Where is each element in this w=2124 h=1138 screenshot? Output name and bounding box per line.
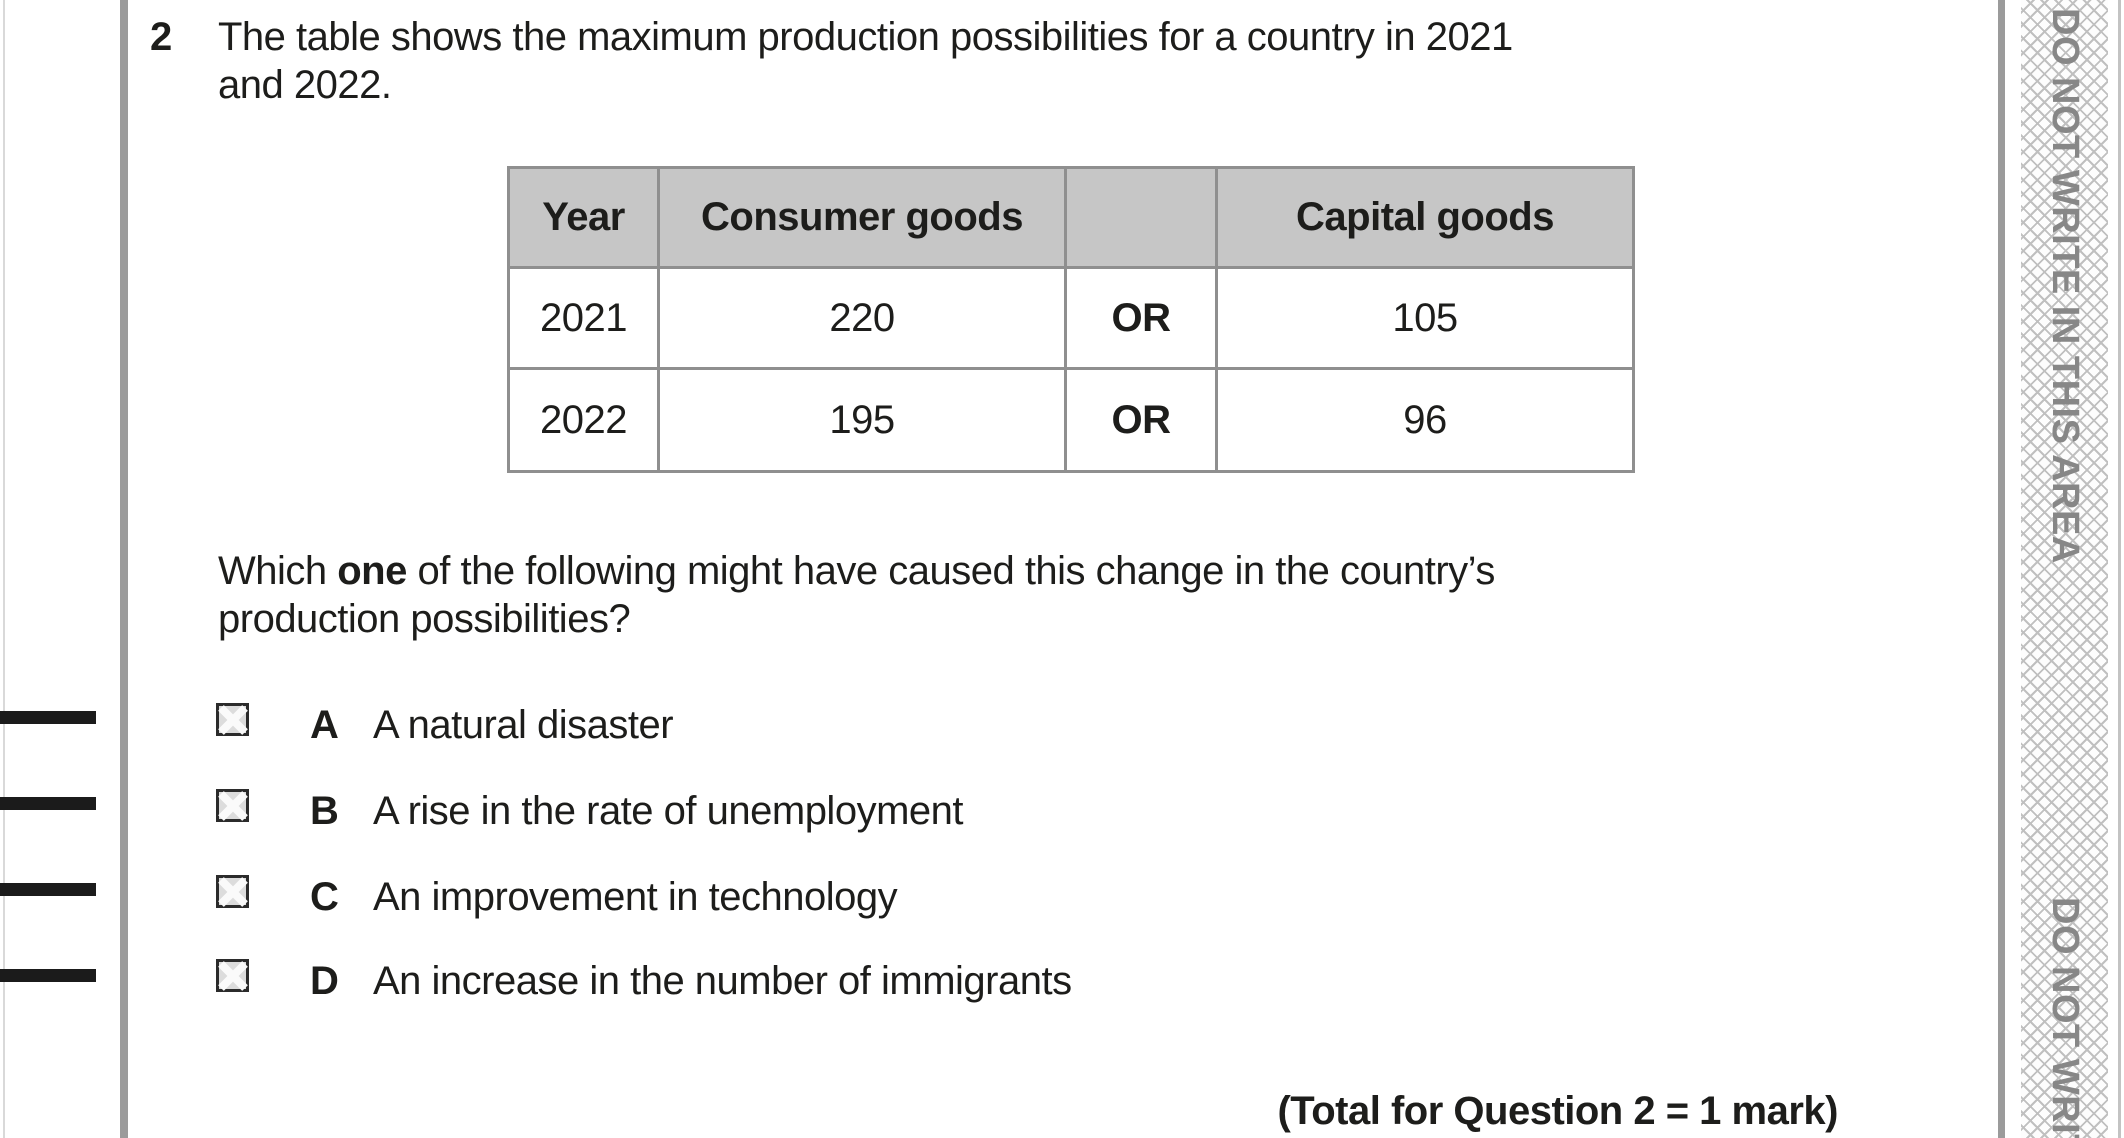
answer-checkbox-a[interactable] [216,703,249,736]
page-edge-line-right [2118,0,2121,1138]
option-text: An increase in the number of immigrants [373,959,1072,1003]
binding-bar [0,969,96,982]
x-mark-icon [217,960,248,991]
question-line1-rest: of the following might have caused this … [406,549,1495,593]
table-header-capital-goods: Capital goods [1215,166,1635,269]
option-row-d: D An increase in the number of immigrant… [0,959,1900,1007]
table-row: 2022 195 OR 96 [507,367,1635,473]
table-header-blank [1064,166,1218,269]
table-cell-year: 2022 [507,367,660,473]
page-edge-line-left [3,0,5,1138]
table-header-year: Year [507,166,660,269]
table-header-row: Year Consumer goods Capital goods [507,166,1635,269]
do-not-write-text-top: DO NOT WRITE IN THIS AREA [2044,8,2086,564]
answer-checkbox-b[interactable] [216,789,249,822]
production-possibilities-table: Year Consumer goods Capital goods 2021 2… [507,166,1635,473]
option-text: An improvement in technology [373,875,898,919]
question-number: 2 [150,15,172,59]
question-line-2: production possibilities? [218,597,631,641]
option-text: A natural disaster [373,703,674,747]
x-mark-icon [217,790,248,821]
table-cell-consumer: 195 [657,367,1067,473]
page-rule-right [1998,0,2005,1138]
answer-checkbox-d[interactable] [216,959,249,992]
table-header-consumer-goods: Consumer goods [657,166,1067,269]
question-intro: The table shows the maximum production p… [218,13,1513,109]
do-not-write-text-bottom: DO NOT WRITE IN THIS AREA [2043,897,2086,1138]
option-letter: D [310,959,339,1003]
option-row-b: B A rise in the rate of unemployment [0,789,1900,837]
option-letter: C [310,875,339,919]
option-row-c: C An improvement in technology [0,875,1900,923]
question-line1-bold: one [337,549,407,593]
x-mark-icon [217,876,248,907]
binding-bar [0,797,96,810]
table-cell-year: 2021 [507,266,660,370]
binding-bar [0,711,96,724]
table-cell-or: OR [1064,266,1218,370]
table-cell-capital: 105 [1215,266,1635,370]
intro-line-2: and 2022. [218,63,392,107]
question-line1-prefix: Which [218,549,338,593]
question-text: Which one of the following might have ca… [218,547,1495,643]
do-not-write-strip: DO NOT WRITE IN THIS AREA DO NOT WRITE I… [2021,0,2108,1138]
option-row-a: A A natural disaster [0,703,1900,751]
table-cell-or: OR [1064,367,1218,473]
x-mark-icon [217,704,248,735]
table-cell-capital: 96 [1215,367,1635,473]
total-marks-line: (Total for Question 2 = 1 mark) [1277,1089,1838,1133]
binding-bar [0,883,96,896]
option-text: A rise in the rate of unemployment [373,789,964,833]
option-letter: B [310,789,339,833]
page-rule-left [120,0,128,1138]
table-cell-consumer: 220 [657,266,1067,370]
table-row: 2021 220 OR 105 [507,266,1635,370]
question-line-1: Which one of the following might have ca… [218,547,1495,595]
intro-line-1: The table shows the maximum production p… [218,15,1513,59]
answer-checkbox-c[interactable] [216,875,249,908]
option-letter: A [310,703,339,747]
